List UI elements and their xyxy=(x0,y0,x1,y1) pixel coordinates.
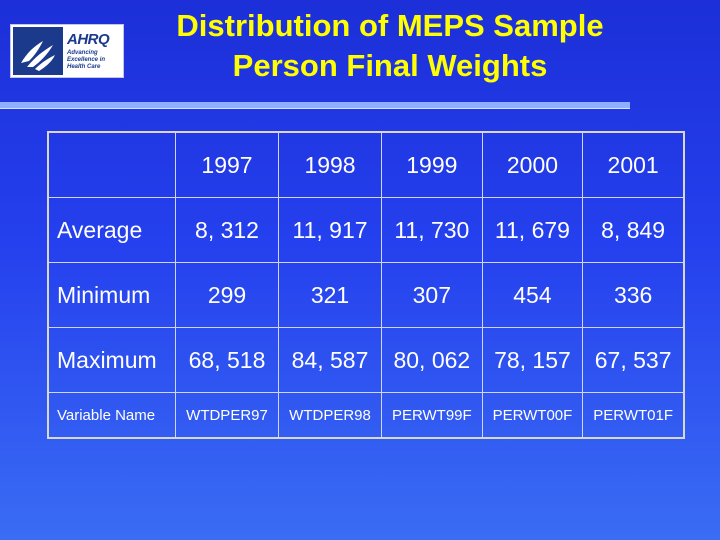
table-cell: 68, 518 xyxy=(174,327,280,393)
table-cell: 80, 062 xyxy=(381,327,483,393)
year-header: 2001 xyxy=(582,131,685,198)
table-header-row: 1997 1998 1999 2000 2001 xyxy=(47,131,685,198)
row-label: Variable Name xyxy=(47,392,176,439)
title-line-2: Person Final Weights xyxy=(232,48,548,83)
table-cell: 336 xyxy=(582,262,685,328)
table-cell: PERWT00F xyxy=(481,392,584,439)
table-row-variable-name: Variable Name WTDPER97 WTDPER98 PERWT99F… xyxy=(47,392,685,439)
ahrq-wordmark: AHRQ xyxy=(67,31,110,48)
table-cell: 78, 157 xyxy=(481,327,584,393)
table-cell: 307 xyxy=(381,262,483,328)
table-cell: PERWT01F xyxy=(582,392,685,439)
ahrq-tagline: Advancing Excellence in Health Care xyxy=(67,50,106,70)
table-cell: 454 xyxy=(481,262,584,328)
table-cell: WTDPER98 xyxy=(278,392,383,439)
weights-table: 1997 1998 1999 2000 2001 Average 8, 312 … xyxy=(47,131,685,439)
table-cell: 8, 312 xyxy=(174,197,280,263)
table-cell: WTDPER97 xyxy=(174,392,280,439)
row-label: Maximum xyxy=(47,327,176,393)
table-cell: 11, 917 xyxy=(278,197,383,263)
table-cell: 8, 849 xyxy=(582,197,685,263)
table-cell: 11, 679 xyxy=(481,197,584,263)
slide-title: Distribution of MEPS Sample Person Final… xyxy=(130,6,650,86)
year-header: 1998 xyxy=(278,131,383,198)
row-label: Average xyxy=(47,197,176,263)
table-cell: 299 xyxy=(174,262,280,328)
year-header: 2000 xyxy=(481,131,584,198)
table-row-minimum: Minimum 299 321 307 454 336 xyxy=(47,262,685,328)
year-header: 1997 xyxy=(174,131,280,198)
hhs-eagle-icon xyxy=(13,27,63,75)
year-header: 1999 xyxy=(381,131,483,198)
title-line-1: Distribution of MEPS Sample xyxy=(176,8,604,43)
row-label: Minimum xyxy=(47,262,176,328)
table-cell: PERWT99F xyxy=(381,392,483,439)
ahrq-logo: AHRQ Advancing Excellence in Health Care xyxy=(10,24,124,78)
header-corner-cell xyxy=(47,131,176,198)
table-cell: 11, 730 xyxy=(381,197,483,263)
table-row-maximum: Maximum 68, 518 84, 587 80, 062 78, 157 … xyxy=(47,327,685,393)
table-row-average: Average 8, 312 11, 917 11, 730 11, 679 8… xyxy=(47,197,685,263)
table-cell: 84, 587 xyxy=(278,327,383,393)
table-cell: 67, 537 xyxy=(582,327,685,393)
table-cell: 321 xyxy=(278,262,383,328)
title-divider xyxy=(0,102,630,109)
